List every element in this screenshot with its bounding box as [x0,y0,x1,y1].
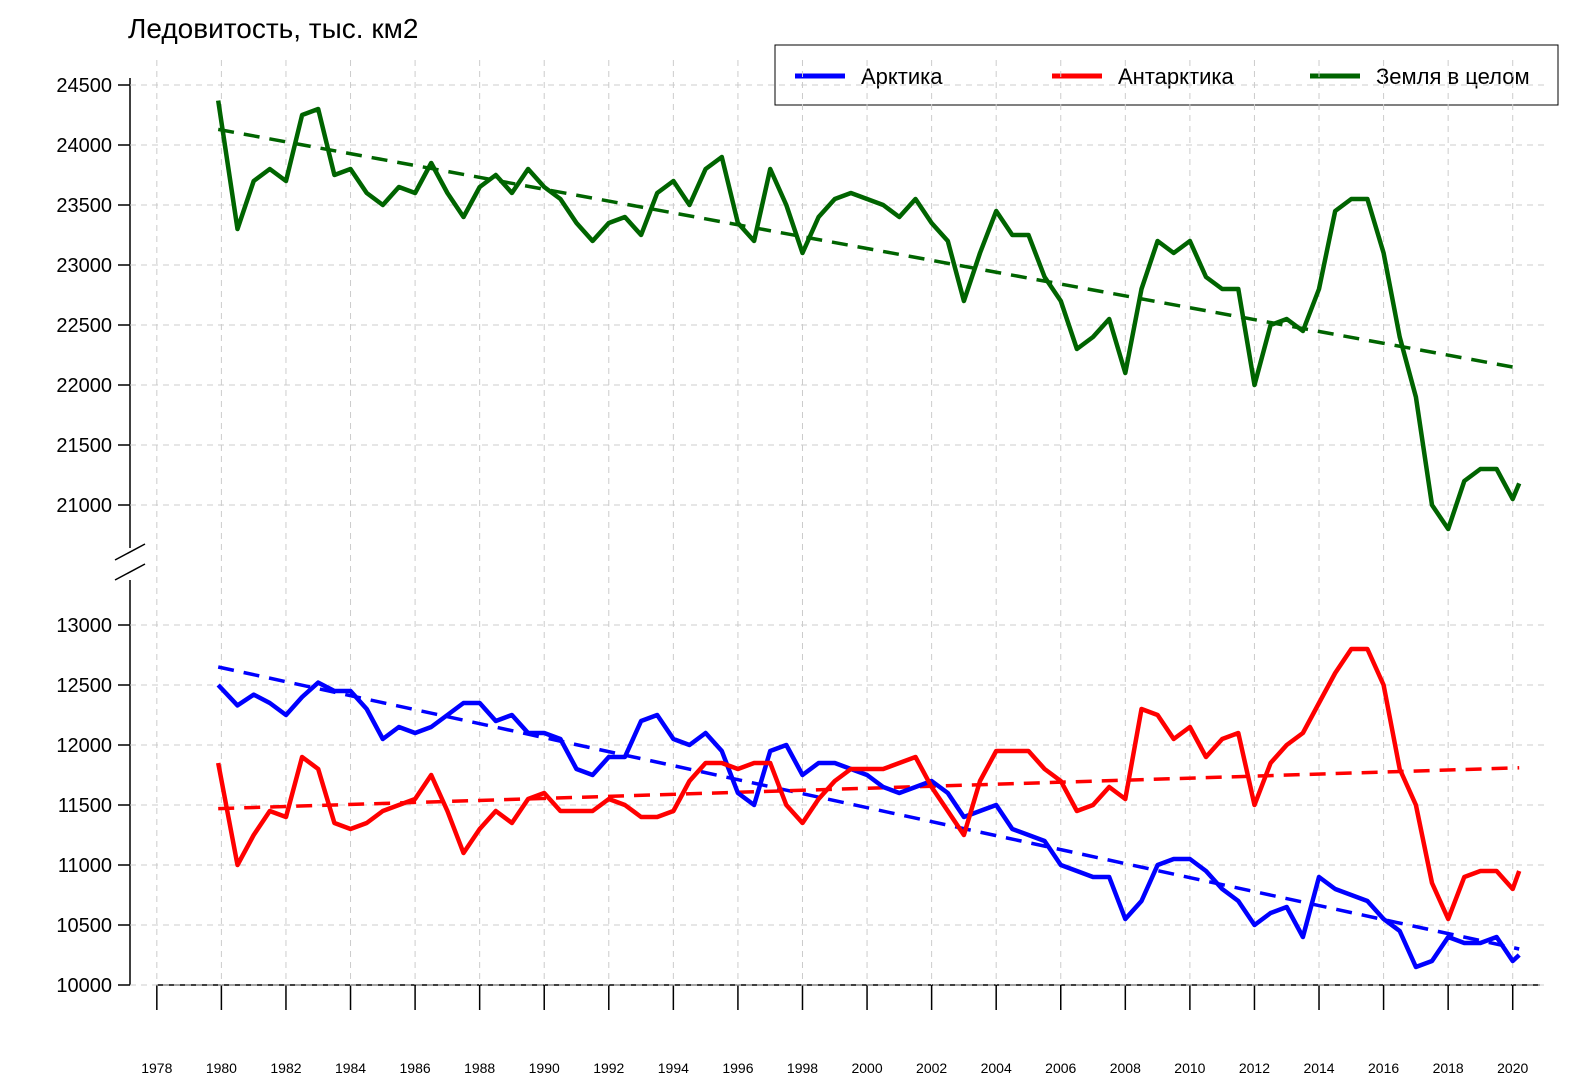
y-tick-label: 11500 [58,795,112,817]
y-tick-label: 11000 [58,855,112,877]
x-tick-label: 2020 [1497,1060,1528,1076]
x-tick-label: 1988 [464,1060,495,1076]
y2-tick-label: 21500 [56,435,112,457]
y2-tick-label: 24500 [56,75,112,97]
y-tick-label: 10000 [56,975,112,997]
y2-tick-label: 23500 [56,195,112,217]
x-tick-label: 1994 [658,1060,689,1076]
y2-tick-label: 22000 [56,375,112,397]
y-tick-label: 10500 [56,915,112,937]
series-line [215,100,1522,532]
legend: Арктика Антарктика Земля в целом [774,44,1559,106]
y-tick-label: 13000 [56,615,112,637]
x-tick-label: 2008 [1110,1060,1141,1076]
x-tick-label: 1996 [722,1060,753,1076]
y2-tick-label: 22500 [56,315,112,337]
x-tick-label: 1984 [335,1060,366,1076]
x-tick-label: 1998 [787,1060,818,1076]
x-tick-label: 1986 [400,1060,431,1076]
trend-line [217,665,1520,951]
x-tick-label: 2018 [1433,1060,1464,1076]
x-tick-label: 2010 [1174,1060,1205,1076]
y-tick-label: 12000 [56,735,112,757]
x-tick-label: 2016 [1368,1060,1399,1076]
legend-box [774,44,1559,106]
x-tick-label: 1978 [141,1060,172,1076]
axis-break [114,543,146,561]
x-tick-label: 2002 [916,1060,947,1076]
x-tick-label: 2000 [851,1060,882,1076]
y2-tick-label: 21000 [56,495,112,517]
x-tick-label: 2004 [981,1060,1012,1076]
x-tick-label: 2012 [1239,1060,1270,1076]
y2-tick-label: 24000 [56,135,112,157]
x-tick-label: 1980 [206,1060,237,1076]
x-tick-label: 2006 [1045,1060,1076,1076]
series-line [215,646,1522,922]
chart-title: Ледовитость, тыс. км2 [128,13,418,44]
x-tick-label: 2014 [1303,1060,1334,1076]
trend-line [218,766,1520,811]
series-line [216,680,1521,970]
x-tick-label: 1992 [593,1060,624,1076]
axis-break [114,563,146,581]
y-tick-label: 12500 [56,675,112,697]
x-tick-label: 1982 [270,1060,301,1076]
y2-tick-label: 23000 [56,255,112,277]
x-tick-label: 1990 [529,1060,560,1076]
